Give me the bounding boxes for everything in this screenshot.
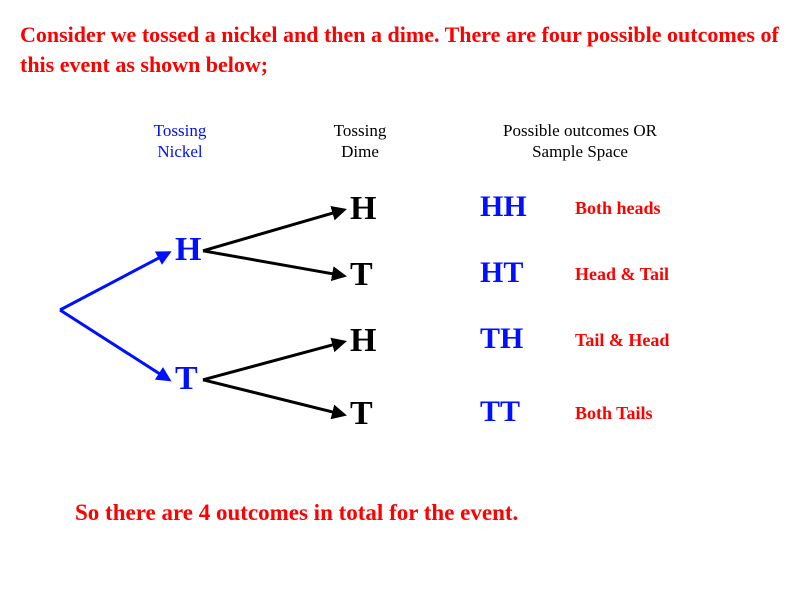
outcome-desc: Tail & Head xyxy=(575,330,669,351)
outcome-code: TH xyxy=(480,322,523,356)
header-dime-l2: Dime xyxy=(341,142,379,161)
outcome-desc: Both heads xyxy=(575,198,661,219)
header-dime: Tossing Dime xyxy=(310,120,410,163)
footer-text: So there are 4 outcomes in total for the… xyxy=(75,500,518,526)
outcome-code: HT xyxy=(480,256,523,290)
header-dime-l1: Tossing xyxy=(334,121,387,140)
tree-arrow xyxy=(60,253,169,310)
header-nickel-l2: Nickel xyxy=(157,142,202,161)
tree-node-H: H xyxy=(175,231,201,269)
tree-arrow xyxy=(203,210,344,251)
tree-arrow xyxy=(203,251,344,276)
tree-leaf-HH: H xyxy=(350,190,376,228)
header-ss-l1: Possible outcomes OR xyxy=(503,121,657,140)
tree-arrow xyxy=(60,310,169,380)
header-nickel-l1: Tossing xyxy=(154,121,207,140)
outcome-desc: Head & Tail xyxy=(575,264,669,285)
title-text: Consider we tossed a nickel and then a d… xyxy=(20,20,780,79)
outcome-code: TT xyxy=(480,395,520,429)
tree-node-T: T xyxy=(175,360,198,398)
tree-arrow xyxy=(203,380,344,415)
header-nickel: Tossing Nickel xyxy=(130,120,230,163)
header-samplespace: Possible outcomes OR Sample Space xyxy=(470,120,690,163)
header-ss-l2: Sample Space xyxy=(532,142,628,161)
tree-leaf-TH: H xyxy=(350,322,376,360)
outcome-code: HH xyxy=(480,190,527,224)
tree-arrow xyxy=(203,342,344,380)
tree-leaf-HT: T xyxy=(350,256,373,294)
tree-leaf-TT: T xyxy=(350,395,373,433)
outcome-desc: Both Tails xyxy=(575,403,653,424)
